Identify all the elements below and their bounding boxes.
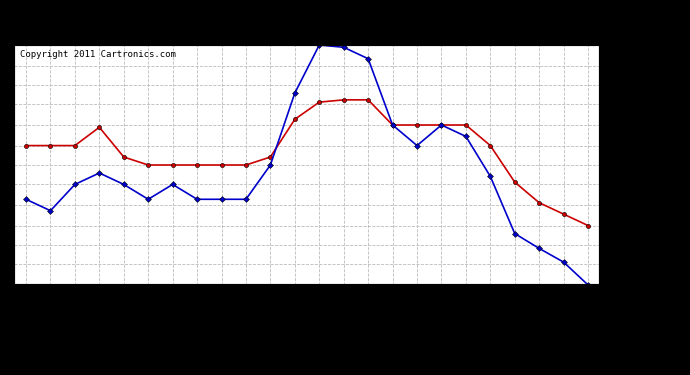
- Text: Outdoor Temperature (vs) THSW Index per Hour (Last 24 Hours) 20110406: Outdoor Temperature (vs) THSW Index per …: [86, 11, 604, 25]
- Text: Copyright 2011 Cartronics.com: Copyright 2011 Cartronics.com: [19, 50, 175, 59]
